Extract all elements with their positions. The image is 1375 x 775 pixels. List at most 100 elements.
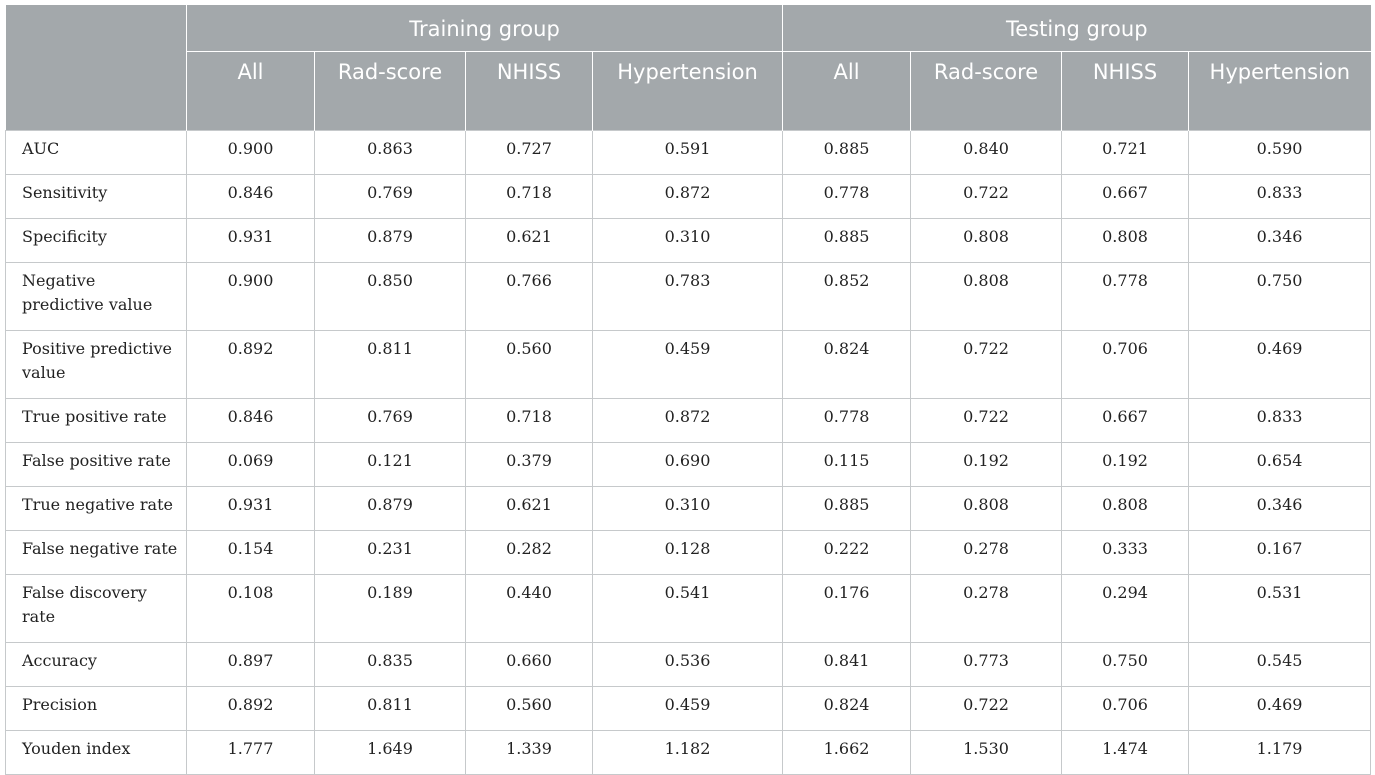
column-header: All — [782, 51, 911, 131]
table-cell: 0.706 — [1061, 330, 1190, 399]
table-cell: 0.750 — [1188, 262, 1372, 331]
column-header: Hypertension — [591, 51, 783, 131]
table-cell: 0.872 — [591, 174, 784, 219]
group-header-row: Training group Testing group — [5, 5, 1371, 131]
table-cell: 0.808 — [910, 486, 1063, 531]
table-cell: 0.346 — [1188, 218, 1372, 263]
table-cell: 0.872 — [591, 398, 784, 443]
table-cell: 0.706 — [1061, 686, 1190, 731]
table-cell: 0.808 — [1061, 218, 1190, 263]
table-row: True negative rate 0.931 0.879 0.621 0.310 0.… — [5, 486, 1372, 531]
table-cell: 0.560 — [465, 686, 593, 731]
table-cell: 0.222 — [782, 530, 912, 575]
table-cell: 0.892 — [186, 330, 315, 399]
table-row: Sensitivity 0.846 0.769 0.718 0.872 0.778 0.72… — [5, 174, 1372, 219]
table-cell: 0.811 — [314, 330, 466, 399]
row-label: False negative rate — [5, 530, 187, 575]
row-label: Precision — [5, 686, 187, 731]
table-cell: 0.459 — [591, 330, 784, 399]
table-cell: 0.718 — [465, 398, 593, 443]
table-cell: 0.154 — [186, 530, 315, 575]
table-cell: 0.840 — [910, 130, 1063, 175]
table-cell: 0.667 — [1061, 398, 1190, 443]
table-cell: 0.833 — [1188, 174, 1372, 219]
table-row: AUC 0.900 0.863 0.727 0.591 0.885 0.840 0.721 0.… — [5, 130, 1372, 175]
table-cell: 0.310 — [591, 486, 784, 531]
table-cell: 0.824 — [782, 330, 912, 399]
table-cell: 0.660 — [465, 642, 593, 687]
column-header: Rad-score — [314, 51, 466, 131]
table-cell: 0.536 — [591, 642, 784, 687]
table-cell: 1.662 — [782, 730, 912, 775]
table-cell: 0.545 — [1188, 642, 1372, 687]
table-cell: 0.722 — [910, 174, 1063, 219]
column-header: Hypertension — [1188, 51, 1371, 131]
table-cell: 1.777 — [186, 730, 315, 775]
table-cell: 0.108 — [186, 574, 315, 643]
table-cell: 0.531 — [1188, 574, 1372, 643]
table-body: AUC 0.900 0.863 0.727 0.591 0.885 0.840 0.721 0.… — [5, 130, 1372, 775]
table-cell: 0.846 — [186, 398, 315, 443]
table-cell: 0.863 — [314, 130, 466, 175]
table-cell: 0.167 — [1188, 530, 1372, 575]
row-label: AUC — [5, 130, 187, 175]
table-cell: 0.931 — [186, 486, 315, 531]
table-cell: 0.808 — [1061, 486, 1190, 531]
table-cell: 0.541 — [591, 574, 784, 643]
table-cell: 0.722 — [910, 330, 1063, 399]
table-cell: 0.690 — [591, 442, 784, 487]
table-cell: 0.192 — [910, 442, 1063, 487]
table-cell: 0.722 — [910, 398, 1063, 443]
column-header: NHISS — [1061, 51, 1189, 131]
table-row: True positive rate 0.846 0.769 0.718 0.872 0.… — [5, 398, 1372, 443]
row-label: False positive rate — [5, 442, 187, 487]
table-row: Precision 0.892 0.811 0.560 0.459 0.824 0.722 0… — [5, 686, 1372, 731]
table-cell: 0.852 — [782, 262, 912, 331]
table-cell: 0.440 — [465, 574, 593, 643]
table-cell: 0.278 — [910, 530, 1063, 575]
table-cell: 0.833 — [1188, 398, 1372, 443]
table-cell: 0.115 — [782, 442, 912, 487]
table-cell: 0.885 — [782, 130, 912, 175]
table-cell: 0.879 — [314, 218, 466, 263]
table-cell: 0.850 — [314, 262, 466, 331]
table-cell: 0.835 — [314, 642, 466, 687]
table-cell: 0.721 — [1061, 130, 1190, 175]
table-cell: 0.560 — [465, 330, 593, 399]
table-cell: 0.346 — [1188, 486, 1372, 531]
table-cell: 0.176 — [782, 574, 912, 643]
table-cell: 0.766 — [465, 262, 593, 331]
column-header: Rad-score — [910, 51, 1062, 131]
metrics-table: Training group Testing group All Rad-sco… — [5, 5, 1372, 775]
table-cell: 0.885 — [782, 486, 912, 531]
table-cell: 0.231 — [314, 530, 466, 575]
table-cell: 0.294 — [1061, 574, 1190, 643]
table-cell: 0.722 — [910, 686, 1063, 731]
table-cell: 0.621 — [465, 486, 593, 531]
table-cell: 1.182 — [591, 730, 784, 775]
table-cell: 0.192 — [1061, 442, 1190, 487]
table-cell: 0.189 — [314, 574, 466, 643]
table-cell: 0.621 — [465, 218, 593, 263]
table-cell: 0.900 — [186, 262, 315, 331]
table-cell: 0.778 — [782, 398, 912, 443]
row-label: False discovery rate — [5, 574, 187, 643]
table-cell: 0.667 — [1061, 174, 1190, 219]
corner-cell — [5, 5, 187, 131]
table-cell: 0.591 — [591, 130, 784, 175]
row-label: True positive rate — [5, 398, 187, 443]
table-cell: 0.282 — [465, 530, 593, 575]
table-cell: 0.769 — [314, 398, 466, 443]
group-header-testing: Testing group — [782, 5, 1371, 52]
table-cell: 0.278 — [910, 574, 1063, 643]
table-row: False positive rate 0.069 0.121 0.379 0.690 0… — [5, 442, 1372, 487]
table-cell: 0.469 — [1188, 686, 1372, 731]
table-cell: 0.773 — [910, 642, 1063, 687]
row-label: True negative rate — [5, 486, 187, 531]
row-label: Specificity — [5, 218, 187, 263]
group-header-training: Training group — [185, 5, 783, 52]
table-cell: 0.811 — [314, 686, 466, 731]
table-cell: 0.931 — [186, 218, 315, 263]
table-cell: 0.778 — [782, 174, 912, 219]
column-header: All — [186, 51, 315, 131]
